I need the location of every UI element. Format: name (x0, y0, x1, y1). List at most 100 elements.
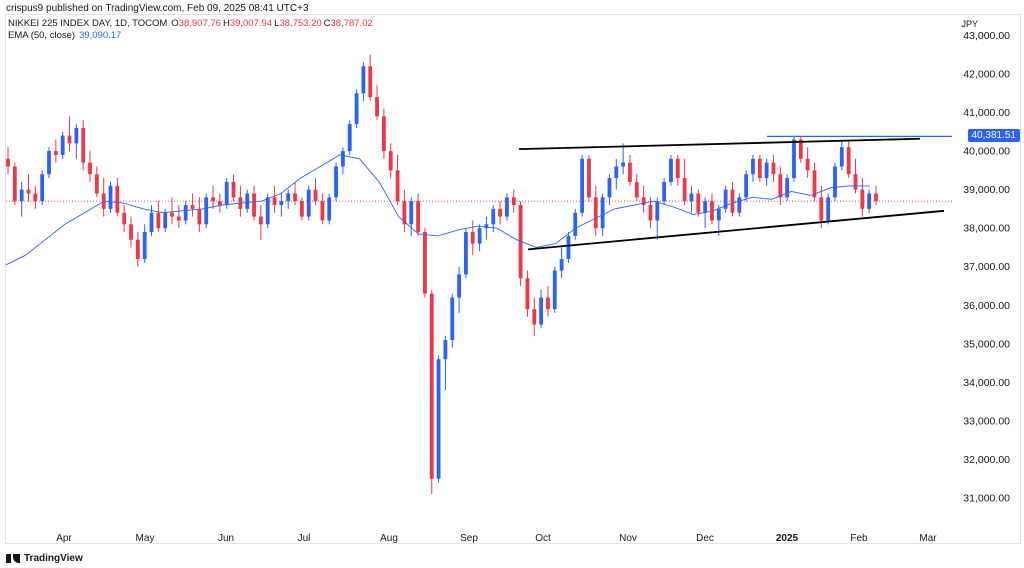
candle-body (224, 181, 229, 206)
legend-ohlc-key: C (323, 18, 331, 29)
candle-body (580, 158, 585, 213)
candle-body (409, 201, 414, 225)
candle-body (88, 162, 92, 175)
x-tick-label: Apr (56, 533, 72, 544)
candle-body (327, 197, 332, 221)
candle-body (744, 174, 749, 198)
candle-body (573, 212, 578, 236)
candle-body (477, 228, 482, 244)
candle-body (375, 97, 379, 117)
candle-body (258, 216, 263, 225)
legend-symbol-row: NIKKEI 225 INDEX DAY, 1D, TOCOM O38,907.… (8, 18, 375, 30)
candle-body (682, 178, 687, 202)
candle-body (19, 189, 24, 202)
candle-body (539, 297, 544, 325)
y-tick-label: 35,000.00 (963, 338, 1010, 350)
candle-body (60, 135, 65, 155)
candle-body (170, 212, 174, 217)
candle-body (716, 208, 721, 221)
candle-body (142, 232, 147, 260)
candle-body (525, 278, 530, 310)
legend-ohlc: O38,907.76 H39,007.94 L38,753.20 C38,787.02 (171, 18, 375, 30)
x-tick-label: May (136, 533, 155, 544)
candle-body (819, 197, 824, 221)
candle-body (839, 147, 844, 167)
candle-body (361, 66, 366, 94)
candle-body (81, 127, 86, 163)
candle-body (833, 166, 837, 198)
candle-body (286, 193, 291, 202)
x-tick-label: Jun (218, 533, 234, 544)
x-tick-label: Aug (380, 533, 398, 544)
candle-body (484, 224, 489, 229)
candle-body (40, 174, 45, 202)
candle-body (805, 158, 810, 171)
y-tick-label: 32,000.00 (963, 454, 1010, 466)
legend-ohlc-key: O (171, 18, 179, 29)
publish-info: crispus9 published on TradingView.com, F… (6, 3, 309, 14)
candle-body (231, 181, 236, 198)
candle-body (464, 232, 468, 275)
candle-body (648, 205, 653, 221)
currency-label: JPY (961, 19, 978, 29)
candle-body (299, 201, 304, 217)
candle-body (197, 208, 202, 225)
candle-body (204, 197, 209, 225)
candle-body (354, 93, 359, 125)
candle-body (163, 212, 168, 229)
candle-body (757, 158, 762, 179)
candle-body (423, 232, 427, 294)
x-tick-label: Oct (535, 533, 551, 544)
candle-body (183, 205, 188, 221)
footer-brand[interactable]: TradingView (6, 553, 83, 564)
y-tick-label: 34,000.00 (963, 377, 1010, 389)
candle-body (867, 193, 872, 209)
candle-body (122, 212, 127, 225)
candle-body (628, 162, 632, 182)
candle-body (778, 174, 783, 198)
candle-body (552, 270, 557, 310)
candle-body (388, 151, 393, 171)
legend-ohlc-value: 38,907.76 (178, 18, 221, 29)
candle-body (217, 201, 222, 206)
candle-body (655, 201, 660, 221)
candle-body (675, 158, 680, 179)
y-tick-label: 42,000.00 (963, 68, 1010, 80)
x-tick-label: Nov (619, 533, 637, 544)
candle-body (382, 116, 386, 152)
candle-body (313, 189, 318, 202)
legend-ohlc-value: 38,787.02 (330, 18, 373, 29)
candle-body (265, 197, 270, 225)
candle-body (12, 166, 17, 202)
candle-body (641, 197, 646, 206)
candle-body (33, 193, 38, 202)
candle-body (498, 208, 502, 217)
candle-body (74, 127, 79, 144)
candle-body (491, 208, 496, 225)
candle-body (771, 162, 776, 175)
candle-body (436, 359, 441, 479)
candle-body (156, 212, 161, 229)
legend-ohlc-key: L (274, 18, 280, 29)
x-tick-label: Dec (696, 533, 714, 544)
candle-body (443, 339, 448, 360)
candle-body (600, 197, 605, 229)
candle-body (812, 170, 817, 198)
legend-ema-row: EMA (50, close) 39,090.17 (8, 30, 375, 42)
candle-body (593, 197, 598, 229)
trendline-upper (518, 137, 921, 151)
candle-body (470, 232, 475, 244)
candle-body (429, 293, 434, 479)
candle-body (320, 201, 325, 221)
candle-body (402, 201, 407, 225)
candle-body (129, 224, 133, 240)
candle-body (340, 151, 345, 167)
candle-body (53, 151, 58, 155)
legend-ohlc-value: 38,753.20 (279, 18, 322, 29)
candle-body (272, 197, 277, 206)
candle-body (115, 185, 120, 213)
ema-50-line (5, 154, 871, 266)
candle-body (347, 124, 352, 152)
y-tick-label: 37,000.00 (963, 261, 1010, 273)
